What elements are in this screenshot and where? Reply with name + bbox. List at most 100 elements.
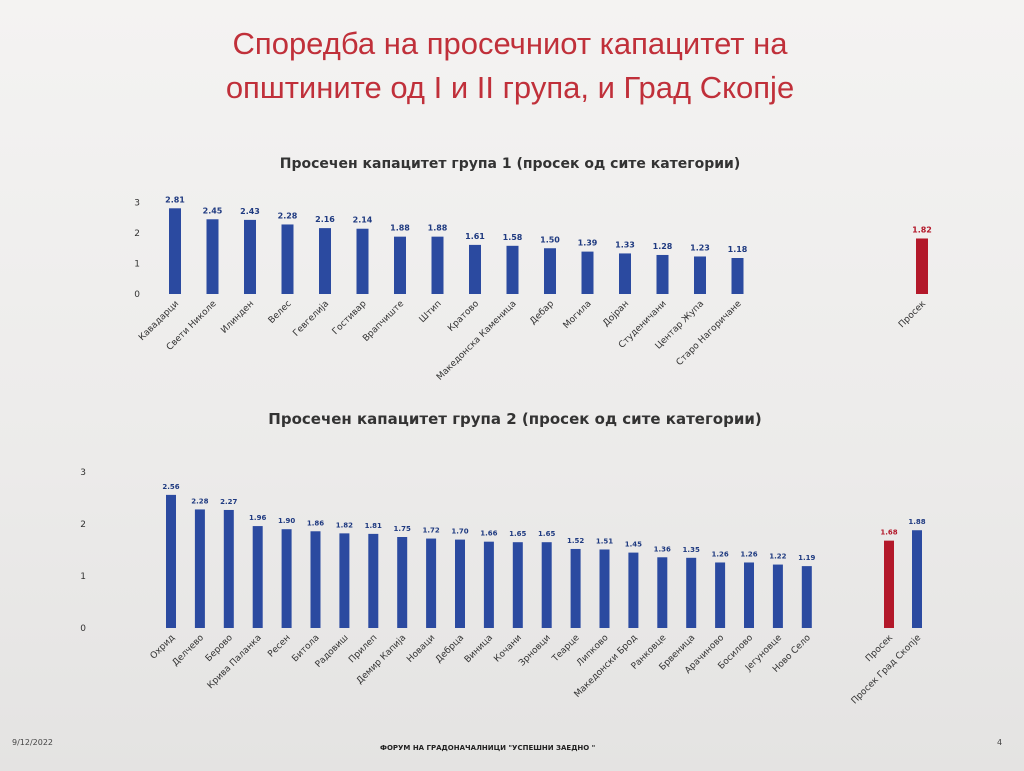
data-label: 1.88 xyxy=(390,224,410,233)
y-tick-label: 2 xyxy=(80,520,86,530)
data-label: 1.23 xyxy=(690,243,710,252)
category-label: Старо Нагоричане xyxy=(675,299,744,368)
category-label: Новаци xyxy=(405,633,437,665)
data-label: 1.86 xyxy=(307,519,324,527)
chart-title: Просечен капацитет група 2 (просек од си… xyxy=(268,410,761,428)
data-label: 1.51 xyxy=(596,537,613,545)
bar xyxy=(431,236,444,294)
bar xyxy=(194,509,205,628)
bar xyxy=(657,557,668,628)
bar xyxy=(469,244,481,294)
data-label: 2.28 xyxy=(191,497,208,505)
data-label: 2.81 xyxy=(165,195,185,204)
slide-title: Споредба на просечниот капацитет на општ… xyxy=(100,22,920,110)
category-label: Велес xyxy=(267,299,294,326)
y-tick-label: 3 xyxy=(80,468,86,478)
category-label: Кратово xyxy=(446,299,481,334)
data-label: 1.39 xyxy=(578,239,598,248)
bar xyxy=(694,256,706,294)
data-label: 1.26 xyxy=(740,550,757,558)
category-label: Крива Паланка xyxy=(206,633,264,691)
bar xyxy=(656,254,669,294)
bar xyxy=(356,228,369,294)
data-label: 1.96 xyxy=(249,514,266,522)
category-label: Гостивар xyxy=(331,299,369,337)
y-tick-label: 3 xyxy=(134,199,140,209)
y-tick-label: 2 xyxy=(134,229,140,239)
bar xyxy=(206,219,219,294)
data-label: 2.28 xyxy=(278,211,298,220)
chart-title: Просечен капацитет група 1 (просек од си… xyxy=(280,156,741,172)
data-label: 1.66 xyxy=(480,530,497,538)
category-label: Македонска Каменица xyxy=(435,299,519,383)
data-label: 1.52 xyxy=(567,537,584,545)
data-label: 1.72 xyxy=(422,527,439,535)
bar xyxy=(628,552,639,628)
bar xyxy=(506,245,519,294)
data-label: 1.36 xyxy=(654,545,671,553)
bar xyxy=(581,251,594,294)
bar xyxy=(368,533,379,628)
category-label: Ресен xyxy=(266,633,292,659)
y-tick-label: 0 xyxy=(134,290,140,300)
data-label: 1.26 xyxy=(711,550,728,558)
bar xyxy=(426,538,437,628)
bar xyxy=(394,236,406,294)
bar xyxy=(686,557,697,628)
category-label: Врапчиште xyxy=(361,299,406,344)
title-line-1: Споредба на просечниот капацитет на xyxy=(232,26,788,61)
category-label: Виница xyxy=(463,633,495,665)
bar xyxy=(169,208,181,294)
data-label: 1.81 xyxy=(365,522,382,530)
data-label: 1.33 xyxy=(615,240,635,249)
category-label: Зрновци xyxy=(517,633,553,669)
footer-date: 9/12/2022 xyxy=(12,738,54,747)
data-label: 1.22 xyxy=(769,553,786,561)
data-label: 2.45 xyxy=(203,206,223,215)
data-label: 1.28 xyxy=(653,242,673,251)
category-label: Гевгелија xyxy=(291,299,331,339)
data-label: 1.82 xyxy=(912,225,932,234)
data-label: 1.18 xyxy=(728,245,748,254)
bar xyxy=(244,219,256,294)
bar xyxy=(744,562,754,628)
footer-text: ФОРУМ НА ГРАДОНАЧАЛНИЦИ "УСПЕШНИ ЗАЕДНО … xyxy=(380,744,596,752)
category-label: Дојран xyxy=(601,299,631,329)
data-label: 1.65 xyxy=(509,530,526,538)
data-label: 1.75 xyxy=(394,525,411,533)
y-tick-label: 0 xyxy=(80,624,86,634)
bar xyxy=(715,562,726,628)
data-label: 1.19 xyxy=(798,554,815,562)
bar xyxy=(281,224,294,294)
data-label: 1.82 xyxy=(336,521,353,529)
bar xyxy=(339,533,350,628)
bar xyxy=(223,509,234,628)
category-label: Просек xyxy=(897,299,928,330)
category-label: Могила xyxy=(562,299,594,331)
bar xyxy=(483,541,494,628)
page-number: 4 xyxy=(997,738,1003,747)
category-label: Дебар xyxy=(528,299,556,327)
bar xyxy=(619,253,631,294)
bar xyxy=(166,494,176,628)
category-label: Делчево xyxy=(171,633,207,669)
data-label: 1.70 xyxy=(451,528,468,536)
bar xyxy=(541,542,552,628)
bar xyxy=(912,530,922,628)
bar xyxy=(916,238,928,294)
bar xyxy=(731,258,744,294)
data-label: 1.68 xyxy=(880,529,897,537)
bar xyxy=(884,540,894,628)
data-label: 1.50 xyxy=(540,235,560,244)
bar xyxy=(801,566,812,628)
data-label: 1.45 xyxy=(625,541,642,549)
category-label: Охрид xyxy=(149,633,177,661)
data-label: 1.90 xyxy=(278,517,295,525)
data-label: 2.16 xyxy=(315,215,335,224)
bar xyxy=(599,549,610,628)
bar xyxy=(310,531,321,628)
bar xyxy=(397,537,408,628)
data-label: 1.35 xyxy=(683,546,700,554)
